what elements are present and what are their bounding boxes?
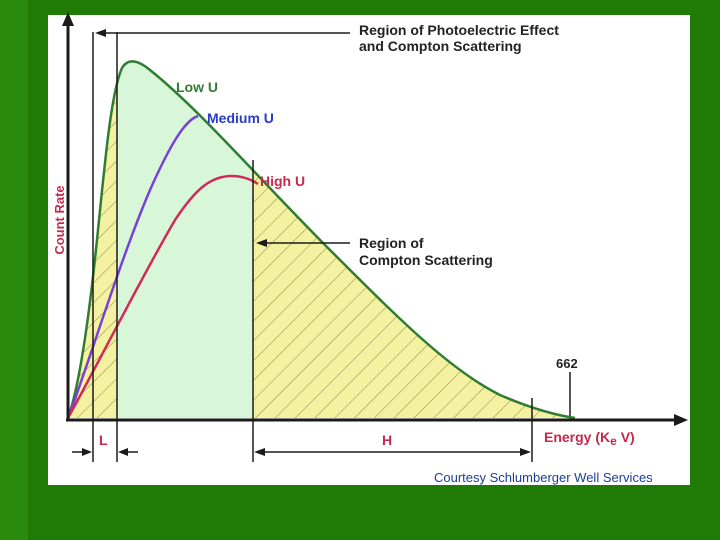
y-axis-arrow [62, 12, 74, 26]
h-window-arrowhead-left [254, 448, 265, 456]
hatch-compton-region [253, 61, 575, 419]
curve-medium-u [66, 114, 199, 419]
x-axis-label-e: e [610, 434, 617, 448]
high-u-label: High U [260, 173, 305, 189]
x-axis-label-main: Energy (K [544, 429, 610, 445]
medium-u-label: Medium U [207, 110, 274, 126]
curve-low-u [66, 60, 576, 420]
h-window-label: H [382, 432, 392, 448]
x-axis-label-end: V) [617, 429, 635, 445]
l-window-arrowhead-left [82, 448, 92, 456]
curve-high-u [66, 174, 259, 419]
low-u-label: Low U [176, 79, 218, 95]
photo-region-label-line1: Region of Photoelectric Effect [359, 22, 559, 38]
l-window-label: L [99, 432, 108, 448]
y-axis-label: Count Rate [52, 185, 67, 254]
compton-region-label-line2: Compton Scattering [359, 252, 493, 268]
credit-text: Courtesy Schlumberger Well Services [434, 470, 653, 485]
photo-region-label-line2: and Compton Scattering [359, 38, 522, 54]
x-axis-label: Energy (Ke V) [544, 429, 635, 448]
fill-photoelectric-region [117, 61, 253, 419]
photo-region-arrowhead [95, 29, 106, 37]
left-stripe [0, 0, 28, 540]
peak-662-label: 662 [556, 356, 578, 371]
h-window-arrowhead-right [520, 448, 531, 456]
l-window-arrowhead-right [118, 448, 128, 456]
region-fills [68, 61, 575, 419]
compton-region-label-line1: Region of [359, 235, 424, 251]
compton-region-arrowhead [256, 239, 267, 247]
x-axis-arrow [674, 414, 688, 426]
